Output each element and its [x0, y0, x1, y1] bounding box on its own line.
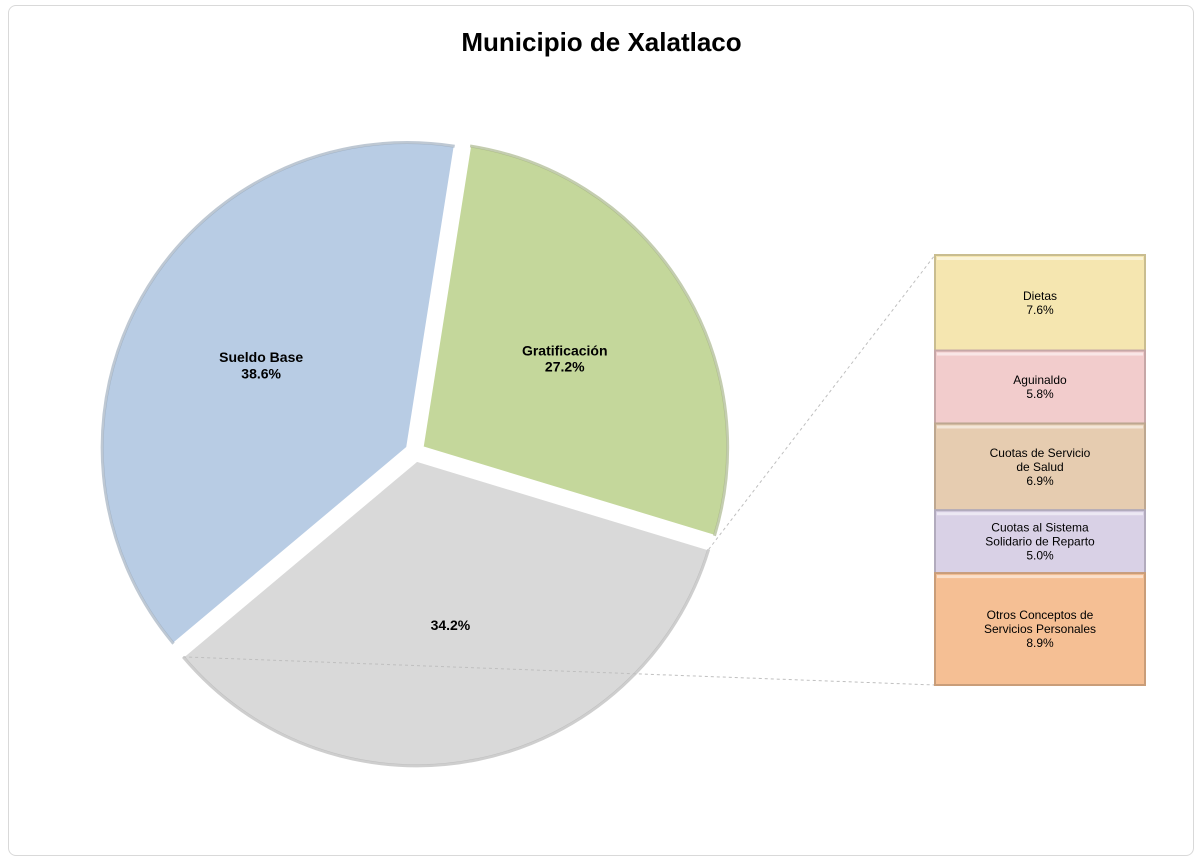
chart-title: Municipio de Xalatlaco: [461, 27, 742, 57]
breakdown-bar-cuotas-de-servicio-de-salud: [934, 422, 1146, 512]
breakdown-bar-highlight: [937, 425, 1143, 429]
pie-slice-edge-sueldo-base: [100, 141, 455, 645]
breakdown-bar-otros-conceptos-de-servicios-personales: [934, 572, 1146, 687]
breakdown-label-cuotas-al-sistema-solidario-de-reparto: Cuotas al Sistema Solidario de Reparto 5.0…: [985, 521, 1095, 563]
breakdown-bar-aguinaldo: [934, 349, 1146, 425]
connector-line-bottom: [183, 656, 936, 686]
pie-slice-edge-gratificacion: [469, 144, 730, 537]
pie-label-sueldo-base: Sueldo Base 38.6%: [219, 349, 303, 381]
breakdown-label-aguinaldo: Aguinaldo 5.8%: [1013, 373, 1067, 401]
breakdown-label-otros-conceptos-de-servicios-personales: Otros Conceptos de Servicios Personales 8.…: [984, 608, 1096, 650]
connector-line-top: [708, 254, 936, 550]
breakdown-label-cuotas-de-servicio-de-salud: Cuotas de Servicio de Salud 6.9%: [990, 446, 1091, 488]
pie-label-gratificacion: Gratificación 27.2%: [522, 342, 608, 374]
breakdown-bar-cuotas-al-sistema-solidario-de-reparto: [934, 509, 1146, 575]
breakdown-bar-highlight: [937, 352, 1143, 356]
breakdown-bar-dietas: [934, 254, 1146, 352]
pie-label-slice-2: 34.2%: [431, 617, 471, 633]
pie-slice-edge-slice-2: [182, 548, 711, 768]
breakdown-label-dietas: Dietas 7.6%: [1023, 289, 1057, 317]
breakdown-bar-highlight: [937, 575, 1143, 579]
breakdown-bar-highlight: [937, 257, 1143, 260]
breakdown-bar-highlight: [937, 512, 1143, 516]
